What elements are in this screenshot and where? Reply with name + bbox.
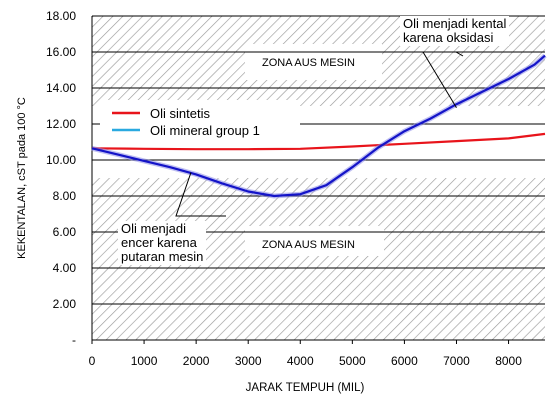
series-line <box>91 54 546 198</box>
zone-label-box <box>245 226 384 256</box>
y-tick-label: - <box>72 333 76 347</box>
x-tick-label: 3000 <box>235 354 262 368</box>
x-tick-label: 2000 <box>183 354 210 368</box>
zone-label: ZONA AUS MESIN <box>262 239 355 251</box>
x-tick-label: 7000 <box>443 354 470 368</box>
y-tick-label: 6.00 <box>53 225 77 239</box>
tick-labels: - 2.00 4.00 6.00 8.00 10.00 12.00 14.00 16.00 18.… <box>16 9 522 394</box>
series-layer <box>91 53 547 199</box>
y-tick-label: 18.00 <box>46 9 76 23</box>
legend-label: Oli sintetis <box>150 106 210 121</box>
annotation-thinning: Oli menjadi encer karena putaran mesin <box>118 221 207 265</box>
y-tick-label: 14.00 <box>46 81 76 95</box>
annotation-leaders <box>175 51 464 217</box>
zone-label: ZONA AUS MESIN <box>262 57 355 69</box>
x-tick-label: 4000 <box>287 354 314 368</box>
x-tick-label: 5000 <box>339 354 366 368</box>
x-tick-label: 8000 <box>495 354 522 368</box>
x-tick-label: 0 <box>89 354 96 368</box>
legend-box <box>100 100 300 140</box>
x-tick-label: 1000 <box>131 354 158 368</box>
y-axis-title: KEKENTALAN, cST pada 100 °C <box>16 97 28 259</box>
legend: Oli sintetis Oli mineral group 1 <box>100 100 300 140</box>
annotation-thickening: Oli menjadi kental karena oksidasi <box>400 16 510 46</box>
y-tick-label: 4.00 <box>53 261 77 275</box>
gridlines <box>92 15 545 305</box>
series-line <box>91 132 546 151</box>
y-tick-label: 12.00 <box>46 117 76 131</box>
y-tick-label: 2.00 <box>53 297 77 311</box>
annotation-leader <box>422 51 464 109</box>
annotation-leader <box>175 172 226 217</box>
y-tick-label: 8.00 <box>53 189 77 203</box>
legend-label: Oli mineral group 1 <box>150 123 260 138</box>
x-tick-label: 6000 <box>391 354 418 368</box>
x-axis-title: JARAK TEMPUH (MIL) <box>246 382 365 394</box>
axes <box>91 16 545 344</box>
y-tick-label: 10.00 <box>46 153 76 167</box>
zone-layer: ZONA AUS MESIN ZONA AUS MESIN <box>92 16 545 340</box>
y-tick-label: 16.00 <box>46 45 76 59</box>
zone-label-box <box>245 44 382 80</box>
